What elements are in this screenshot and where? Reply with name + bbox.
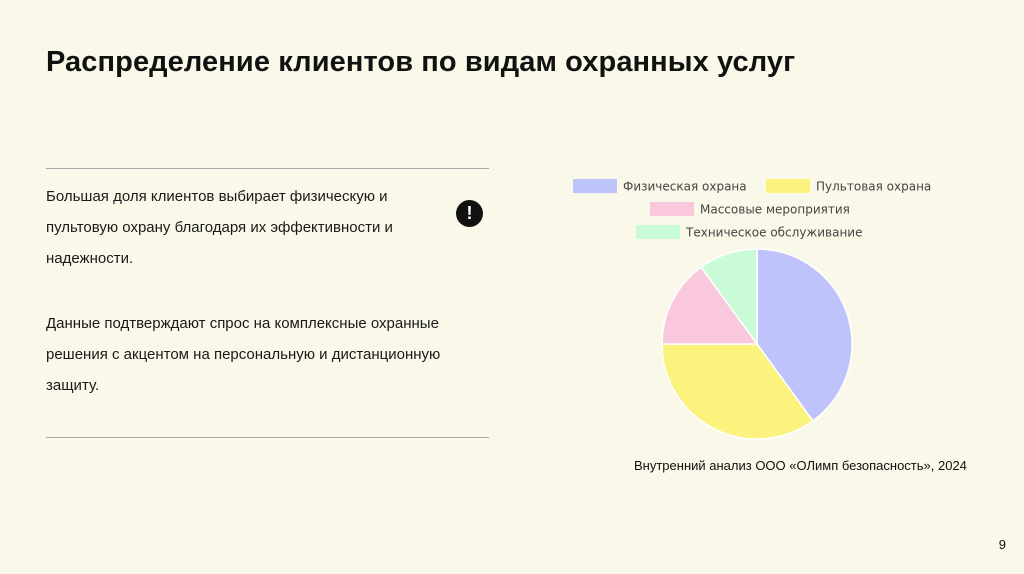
exclamation-icon: ! <box>456 200 483 227</box>
legend-entry: Физическая охрана <box>573 179 747 194</box>
bottom-divider <box>46 437 489 438</box>
pie-chart: Физическая охрана Пультовая охрана Массовы… <box>573 179 931 440</box>
paragraph-2: Данные подтверждают спрос на комплексные… <box>46 315 441 394</box>
legend-label: Пультовая охрана <box>816 180 931 194</box>
top-divider <box>46 168 489 169</box>
legend-label: Физическая охрана <box>623 180 747 194</box>
page-number: 9 <box>998 537 1006 552</box>
legend-label: Техническое обслуживание <box>685 226 863 240</box>
legend-entry: Массовые мероприятия <box>650 202 850 217</box>
legend-entry: Техническое обслуживание <box>636 225 863 240</box>
legend-swatch <box>766 179 810 193</box>
legend-swatch <box>636 225 680 239</box>
slide-title: Распределение клиентов по видам охранных… <box>46 46 796 78</box>
legend-swatch <box>650 202 694 216</box>
pie-slice <box>661 343 814 440</box>
chart-source: Внутренний анализ ООО «ОЛимп безопасност… <box>634 458 967 473</box>
paragraph-1: Большая доля клиентов выбирает физическу… <box>46 188 393 267</box>
legend-swatch <box>573 179 617 193</box>
legend-entry: Пультовая охрана <box>766 179 931 194</box>
legend-label: Массовые мероприятия <box>700 203 850 217</box>
pie-slice <box>661 266 759 345</box>
pie-slice <box>756 248 853 422</box>
pie-slice <box>700 248 758 347</box>
